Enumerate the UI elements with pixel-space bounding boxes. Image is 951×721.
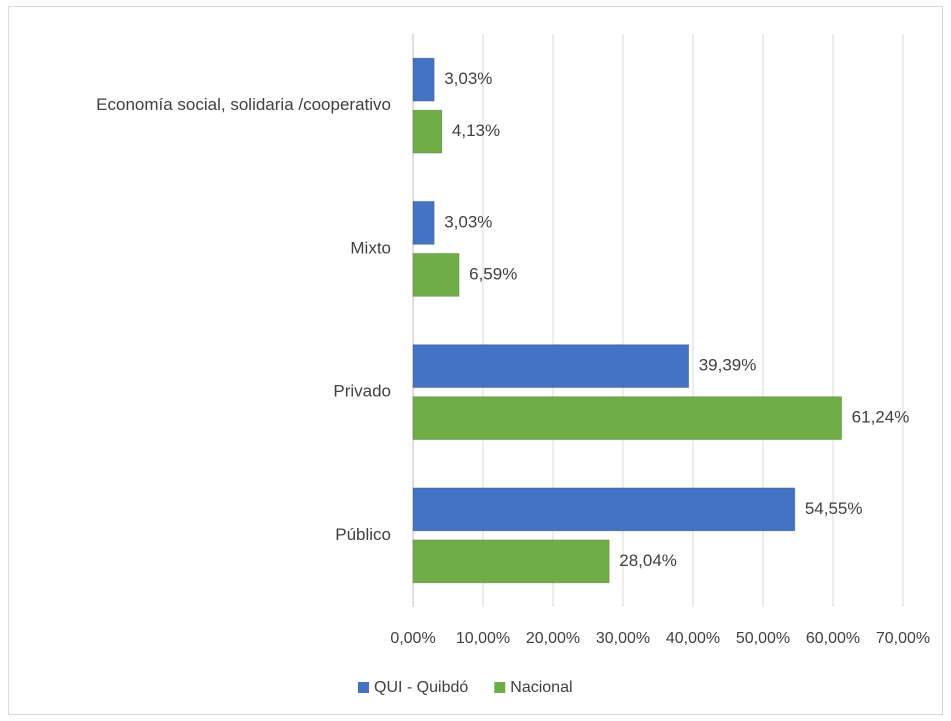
data-label: 3,03% [444, 69, 492, 88]
x-tick-label: 40,00% [666, 630, 720, 647]
data-label: 61,24% [852, 408, 910, 427]
data-label: 6,59% [469, 264, 517, 283]
category-label: Privado [333, 382, 391, 401]
legend-label: QUI - Quibdó [374, 679, 468, 696]
bar [412, 200, 435, 245]
data-label: 4,13% [452, 121, 500, 140]
legend-swatch [494, 682, 506, 693]
legend-swatch [358, 682, 369, 693]
x-tick-label: 10,00% [456, 630, 510, 647]
data-label: 28,04% [619, 551, 677, 570]
data-label: 3,03% [444, 212, 492, 231]
category-label: Público [335, 525, 391, 544]
x-tick-label: 60,00% [806, 630, 860, 647]
bar [412, 539, 610, 584]
data-label: 39,39% [699, 356, 757, 375]
x-tick-label: 50,00% [736, 630, 790, 647]
legend-label: Nacional [510, 679, 572, 696]
bar [412, 252, 460, 297]
bar [412, 396, 843, 441]
category-label: Mixto [350, 238, 391, 257]
data-label: 54,55% [805, 499, 863, 518]
bar [412, 109, 443, 154]
bar [412, 57, 435, 102]
bar [412, 344, 690, 389]
x-tick-label: 20,00% [526, 630, 580, 647]
x-tick-label: 0,00% [390, 630, 435, 647]
x-tick-label: 30,00% [596, 630, 650, 647]
bar [412, 487, 796, 532]
category-label: Economía social, solidaria /cooperativo [96, 95, 391, 114]
x-tick-label: 70,00% [876, 630, 930, 647]
